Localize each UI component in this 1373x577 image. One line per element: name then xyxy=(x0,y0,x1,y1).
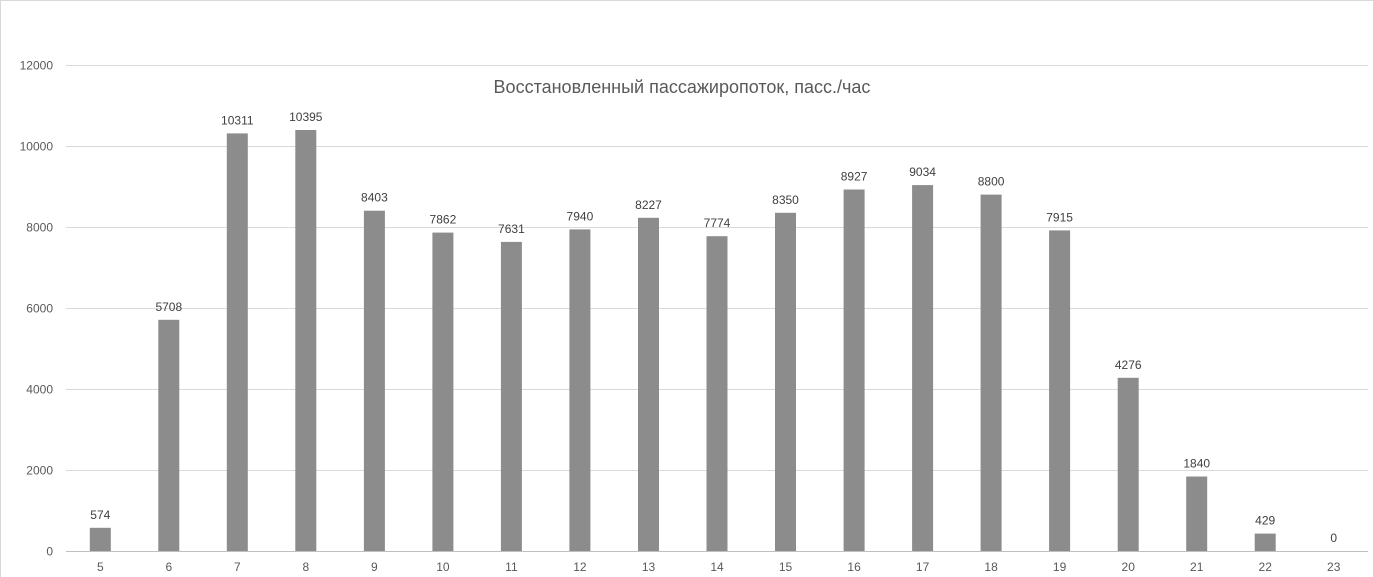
bars xyxy=(89,130,1276,552)
bar xyxy=(226,133,248,551)
x-tick-label: 13 xyxy=(642,560,656,574)
bar xyxy=(912,185,934,551)
data-label: 7915 xyxy=(1046,210,1073,224)
y-tick-label: 10000 xyxy=(20,140,54,154)
x-tick-label: 7 xyxy=(234,560,241,574)
data-label: 0 xyxy=(1330,531,1337,545)
bar xyxy=(638,217,659,552)
bar xyxy=(1049,230,1071,551)
data-label: 10311 xyxy=(221,113,254,127)
x-tick-label: 9 xyxy=(371,560,378,574)
x-tick-label: 12 xyxy=(573,560,587,574)
data-label: 429 xyxy=(1255,514,1275,528)
data-label: 8227 xyxy=(635,198,662,212)
x-tick-label: 16 xyxy=(847,560,861,574)
x-tick-label: 14 xyxy=(710,560,724,574)
data-label: 574 xyxy=(90,508,110,522)
x-tick-label: 5 xyxy=(97,560,104,574)
data-label: 8403 xyxy=(361,191,388,205)
x-tick-label: 8 xyxy=(302,560,309,574)
data-labels: 574 5708 10311 10395 8403 7862 7631 7940 8227 777… xyxy=(90,110,1337,545)
x-tick-label: 21 xyxy=(1190,560,1204,574)
chart-title: Восстановленный пассажиропоток, пасс./ча… xyxy=(494,77,871,97)
x-tick-label: 10 xyxy=(436,560,450,574)
y-axis-tick-labels: 0 2000 4000 6000 8000 10000 12000 xyxy=(20,59,54,559)
bar xyxy=(432,232,454,551)
x-tick-label: 23 xyxy=(1327,560,1341,574)
x-tick-label: 17 xyxy=(916,560,930,574)
bar xyxy=(569,229,591,551)
x-tick-label: 11 xyxy=(505,560,518,574)
data-label: 8927 xyxy=(841,170,868,184)
bar xyxy=(363,210,385,551)
y-tick-label: 2000 xyxy=(26,464,53,478)
data-label: 5708 xyxy=(155,300,182,314)
bar xyxy=(1254,533,1276,551)
bar xyxy=(158,319,180,551)
data-label: 4276 xyxy=(1115,358,1142,372)
bar xyxy=(706,236,728,551)
data-label: 9034 xyxy=(909,165,936,179)
data-label: 1840 xyxy=(1183,457,1210,471)
x-tick-label: 22 xyxy=(1259,560,1273,574)
data-label: 7774 xyxy=(704,216,731,230)
bar xyxy=(295,130,317,551)
bar xyxy=(980,194,1002,551)
bar xyxy=(500,241,522,551)
y-tick-label: 0 xyxy=(46,545,53,559)
data-label: 8350 xyxy=(772,193,799,207)
data-label: 7862 xyxy=(430,213,457,227)
x-tick-label: 6 xyxy=(165,560,172,574)
bar xyxy=(1117,377,1139,551)
bar xyxy=(775,212,796,552)
data-label: 7631 xyxy=(498,222,525,236)
bar xyxy=(1186,476,1208,551)
data-label: 8800 xyxy=(978,175,1005,189)
y-tick-label: 6000 xyxy=(26,302,53,316)
x-axis-tick-labels: 5 6 7 8 9 10 11 12 13 14 15 16 17 18 19 20 21 22 23 xyxy=(97,560,1341,574)
bar xyxy=(89,527,111,551)
y-tick-label: 12000 xyxy=(20,59,54,73)
x-tick-label: 20 xyxy=(1122,560,1136,574)
x-tick-label: 18 xyxy=(984,560,998,574)
data-label: 10395 xyxy=(289,110,323,124)
bar xyxy=(843,189,865,551)
y-tick-label: 4000 xyxy=(26,383,53,397)
x-tick-label: 19 xyxy=(1053,560,1067,574)
y-tick-label: 8000 xyxy=(26,221,53,235)
x-tick-label: 15 xyxy=(779,560,793,574)
data-label: 7940 xyxy=(567,209,594,223)
